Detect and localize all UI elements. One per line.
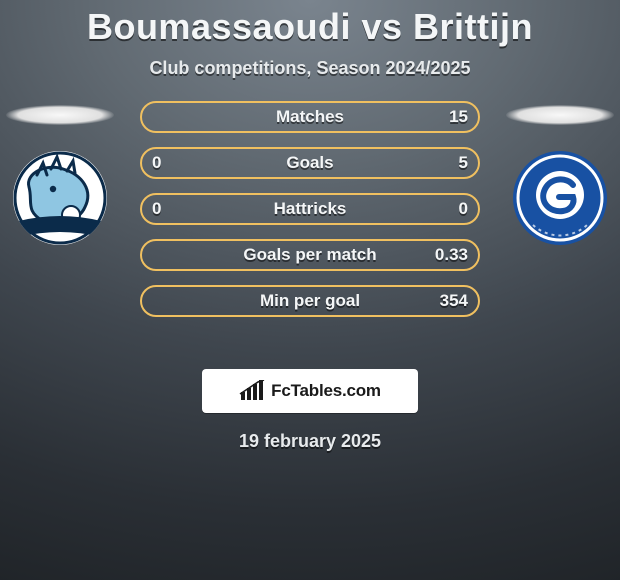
stat-right-value: 0 — [459, 199, 468, 219]
stat-label: Goals per match — [243, 245, 376, 265]
brand-label: FcTables.com — [271, 381, 381, 401]
stat-left-value: 0 — [152, 153, 161, 173]
player-left — [0, 101, 120, 245]
de-graafschap-icon — [513, 151, 607, 245]
date-label: 19 february 2025 — [0, 431, 620, 452]
page-title: Boumassaoudi vs Brittijn — [0, 6, 620, 48]
avatar-placeholder-right — [506, 105, 614, 125]
comparison-stage: Matches 15 0 Goals 5 0 Hattricks 0 Goals… — [0, 101, 620, 341]
stats-column: Matches 15 0 Goals 5 0 Hattricks 0 Goals… — [140, 101, 480, 317]
avatar-placeholder-left — [6, 105, 114, 125]
club-badge-right — [513, 151, 607, 245]
fc-den-bosch-icon — [13, 151, 107, 245]
club-badge-left — [13, 151, 107, 245]
player-right — [500, 101, 620, 245]
stat-row-goals: 0 Goals 5 — [140, 147, 480, 179]
stat-label: Min per goal — [260, 291, 360, 311]
stat-row-goals-per-match: Goals per match 0.33 — [140, 239, 480, 271]
bar-chart-icon — [239, 380, 265, 402]
stat-row-min-per-goal: Min per goal 354 — [140, 285, 480, 317]
stat-right-value: 0.33 — [435, 245, 468, 265]
stat-label: Hattricks — [274, 199, 347, 219]
stat-right-value: 5 — [459, 153, 468, 173]
stat-label: Matches — [276, 107, 344, 127]
subtitle: Club competitions, Season 2024/2025 — [0, 58, 620, 79]
stat-row-matches: Matches 15 — [140, 101, 480, 133]
content: Boumassaoudi vs Brittijn Club competitio… — [0, 0, 620, 580]
stat-label: Goals — [286, 153, 333, 173]
stat-left-value: 0 — [152, 199, 161, 219]
brand-box: FcTables.com — [202, 369, 418, 413]
stat-row-hattricks: 0 Hattricks 0 — [140, 193, 480, 225]
stat-right-value: 15 — [449, 107, 468, 127]
stat-right-value: 354 — [440, 291, 468, 311]
